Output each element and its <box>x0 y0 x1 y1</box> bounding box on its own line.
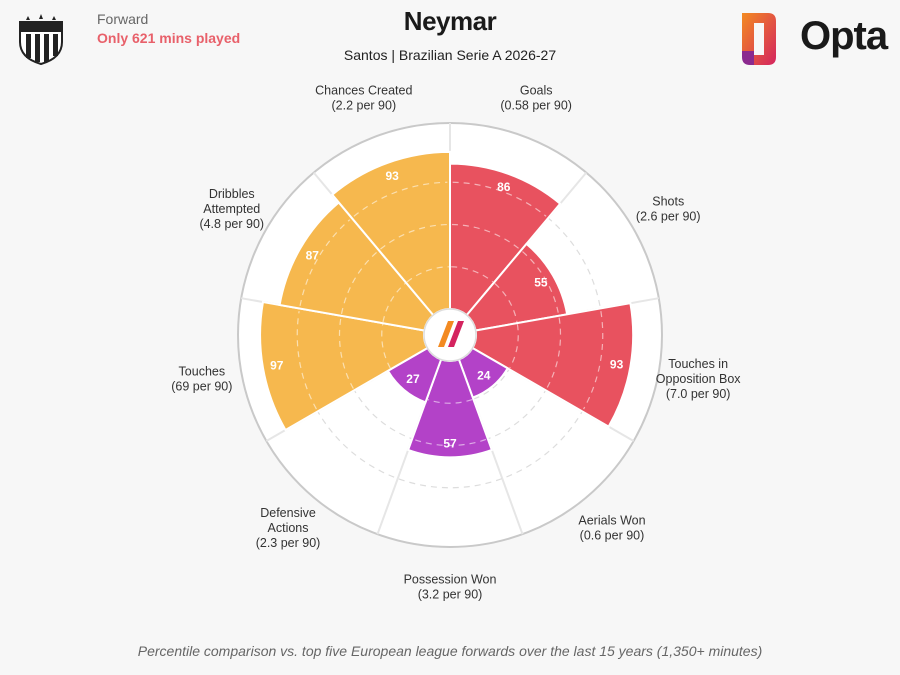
opta-brand-text: Opta <box>800 14 888 58</box>
radar-center-hub <box>423 308 477 362</box>
value-label: 86 <box>497 180 511 194</box>
value-label: 87 <box>306 248 320 262</box>
santos-crest-icon <box>19 14 63 66</box>
bar-gridline <box>406 266 449 283</box>
bar-gridline <box>451 223 520 250</box>
minutes-played-note: Only 621 mins played <box>97 30 241 46</box>
category-label: Aerials Won (0.6 per 90) <box>578 514 645 543</box>
bar-gridline <box>546 317 562 389</box>
value-label: 27 <box>406 372 420 386</box>
value-label: 57 <box>443 436 457 450</box>
bar-gridline <box>427 398 473 404</box>
bar-gridline <box>296 311 317 410</box>
value-label: 24 <box>477 368 491 382</box>
bar-gridline <box>380 223 449 250</box>
bar-gridline <box>451 266 494 283</box>
category-label: Possession Won (3.2 per 90) <box>404 573 497 602</box>
center-logo-icon <box>438 321 454 347</box>
category-label: Chances Created (2.2 per 90) <box>315 84 412 113</box>
bar-gridline <box>509 324 519 369</box>
chart-subtitle: Santos | Brazilian Serie A 2026-27 <box>343 47 557 63</box>
footnote: Percentile comparison vs. top five Europ… <box>137 643 763 659</box>
bar-gridline <box>494 283 518 323</box>
category-label: Touches in Opposition Box (7.0 per 90) <box>656 357 742 401</box>
category-label: Goals (0.58 per 90) <box>500 84 572 113</box>
bar-gridline <box>299 219 351 306</box>
center-logo-icon <box>448 321 464 347</box>
bar-gridline <box>353 181 448 217</box>
bar-gridline <box>522 251 560 315</box>
value-label: 93 <box>385 169 399 183</box>
bar-gridline <box>382 283 406 323</box>
bar-gridline <box>338 317 354 389</box>
bar-gridline <box>381 324 391 369</box>
category-label: Dribbles Attempted (4.8 per 90) <box>199 187 264 231</box>
category-label: Defensive Actions (2.3 per 90) <box>256 506 321 550</box>
bar-gridline <box>452 181 547 217</box>
chart-title: Neymar <box>403 6 497 36</box>
bar-gridline <box>340 251 378 315</box>
bar-gridline <box>413 438 487 447</box>
value-label: 93 <box>610 357 624 371</box>
category-label: Shots (2.6 per 90) <box>636 195 701 224</box>
opta-logo-icon <box>742 13 776 65</box>
value-label: 97 <box>270 359 284 373</box>
value-label: 55 <box>534 276 548 290</box>
bar-gridline <box>583 311 604 410</box>
category-label: Touches (69 per 90) <box>171 364 232 393</box>
player-position: Forward <box>97 11 149 27</box>
